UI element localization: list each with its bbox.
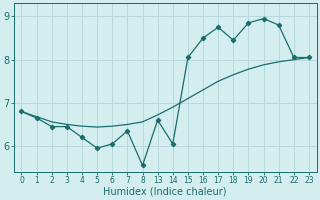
X-axis label: Humidex (Indice chaleur): Humidex (Indice chaleur) <box>103 187 227 197</box>
